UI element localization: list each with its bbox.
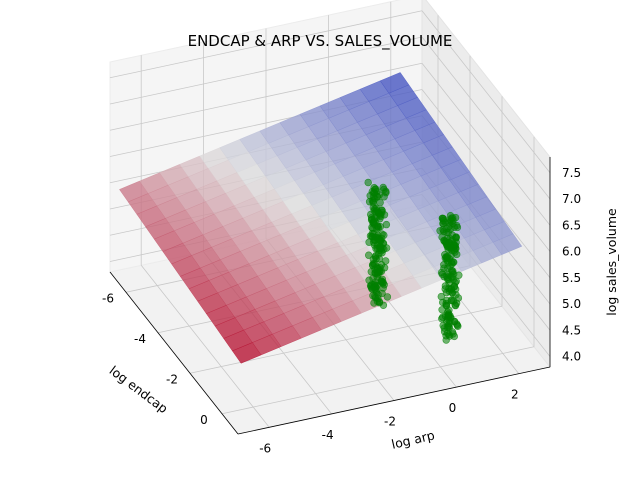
y-tick-label: 0: [449, 401, 457, 415]
scatter-point: [449, 220, 457, 228]
scatter-point: [443, 255, 451, 263]
z-tick-label: 7.5: [562, 166, 581, 180]
x-tick-label: 0: [200, 413, 208, 427]
scatter-point: [437, 292, 445, 301]
scatter-point: [376, 267, 384, 276]
y-tick-label: -4: [322, 428, 334, 442]
scatter-point: [377, 261, 386, 269]
scatter-point: [364, 178, 372, 187]
scatter-point: [372, 278, 380, 286]
scatter-point: [439, 217, 448, 225]
scatter-point: [382, 220, 391, 229]
tick-labels: -6 -4 -2 0 -6 -4 -2 0 2 4.0 4.5 5.0 5.5 6.0 6.5 7.0 7.5: [102, 166, 581, 455]
z-tick-label: 6.0: [562, 245, 581, 259]
x-tick-label: -2: [166, 372, 178, 386]
y-axis-label: log arp: [390, 427, 436, 451]
grid-line-z-left: [109, 62, 423, 131]
scatter-point: [376, 199, 384, 207]
y-tick-label: -6: [259, 441, 271, 455]
scatter-point: [370, 189, 378, 198]
scatter-point: [374, 224, 383, 232]
scatter-point: [440, 264, 448, 272]
grid-line-z-left: [109, 10, 423, 79]
scatter-point: [379, 301, 388, 309]
scatter-point: [451, 301, 460, 310]
grid-line-y-floor: [140, 265, 270, 428]
scatter-point: [452, 233, 460, 241]
z-tick-label: 6.5: [562, 218, 581, 232]
scatter-points: [364, 178, 463, 344]
scatter-point: [378, 230, 386, 238]
y-tick-label: -2: [384, 415, 396, 429]
grid-line-z-left: [109, 36, 423, 105]
scatter-point: [450, 332, 458, 341]
scatter-point: [448, 289, 457, 297]
scatter-point: [383, 293, 392, 301]
x-tick-label: -6: [102, 291, 114, 305]
grid-line-z-right: [421, 89, 551, 252]
z-tick-label: 4.5: [562, 323, 581, 337]
scatter-point: [372, 252, 380, 260]
grid-line-z-right: [421, 36, 551, 200]
fitted-plane-surface: [119, 72, 523, 364]
chart-title: ENDCAP & ARP VS. SALES_VOLUME: [188, 32, 453, 51]
scatter-point: [445, 239, 454, 247]
y-axis-line: [237, 366, 551, 435]
scatter-point: [367, 210, 375, 219]
surface-patch: [492, 233, 523, 255]
y-tick-label: 2: [511, 388, 519, 402]
scatter-point: [441, 282, 450, 290]
scatter-point: [438, 315, 446, 323]
scatter-point: [443, 228, 451, 237]
scatter-point: [374, 235, 382, 243]
scatter-point: [380, 193, 388, 201]
axis-lines: [109, 157, 551, 435]
scatter-point: [377, 243, 385, 252]
scatter-point: [436, 227, 444, 235]
scatter-point: [444, 311, 452, 319]
x-axis-label: log endcap: [107, 363, 171, 417]
scatter-point: [368, 285, 376, 293]
scatter-point: [445, 319, 454, 328]
scatter-point: [369, 198, 377, 207]
scatter-point: [443, 329, 452, 337]
grid-line-z-right: [421, 63, 551, 226]
scatter-point: [369, 292, 377, 300]
z-tick-label: 4.0: [562, 350, 581, 364]
scatter-point: [450, 258, 458, 266]
scatter-point: [444, 270, 452, 278]
scatter-point: [439, 321, 447, 330]
z-tick-label: 5.0: [562, 297, 581, 311]
x-axis-line: [109, 271, 239, 435]
grid-line-z-right: [421, 10, 551, 173]
z-tick-label: 7.0: [562, 192, 581, 206]
z-axis-label: log sales_volume: [604, 208, 619, 316]
scatter-point: [455, 271, 463, 279]
scatter-point: [371, 217, 379, 226]
z-tick-label: 5.5: [562, 271, 581, 285]
x-tick-label: -4: [134, 332, 146, 346]
